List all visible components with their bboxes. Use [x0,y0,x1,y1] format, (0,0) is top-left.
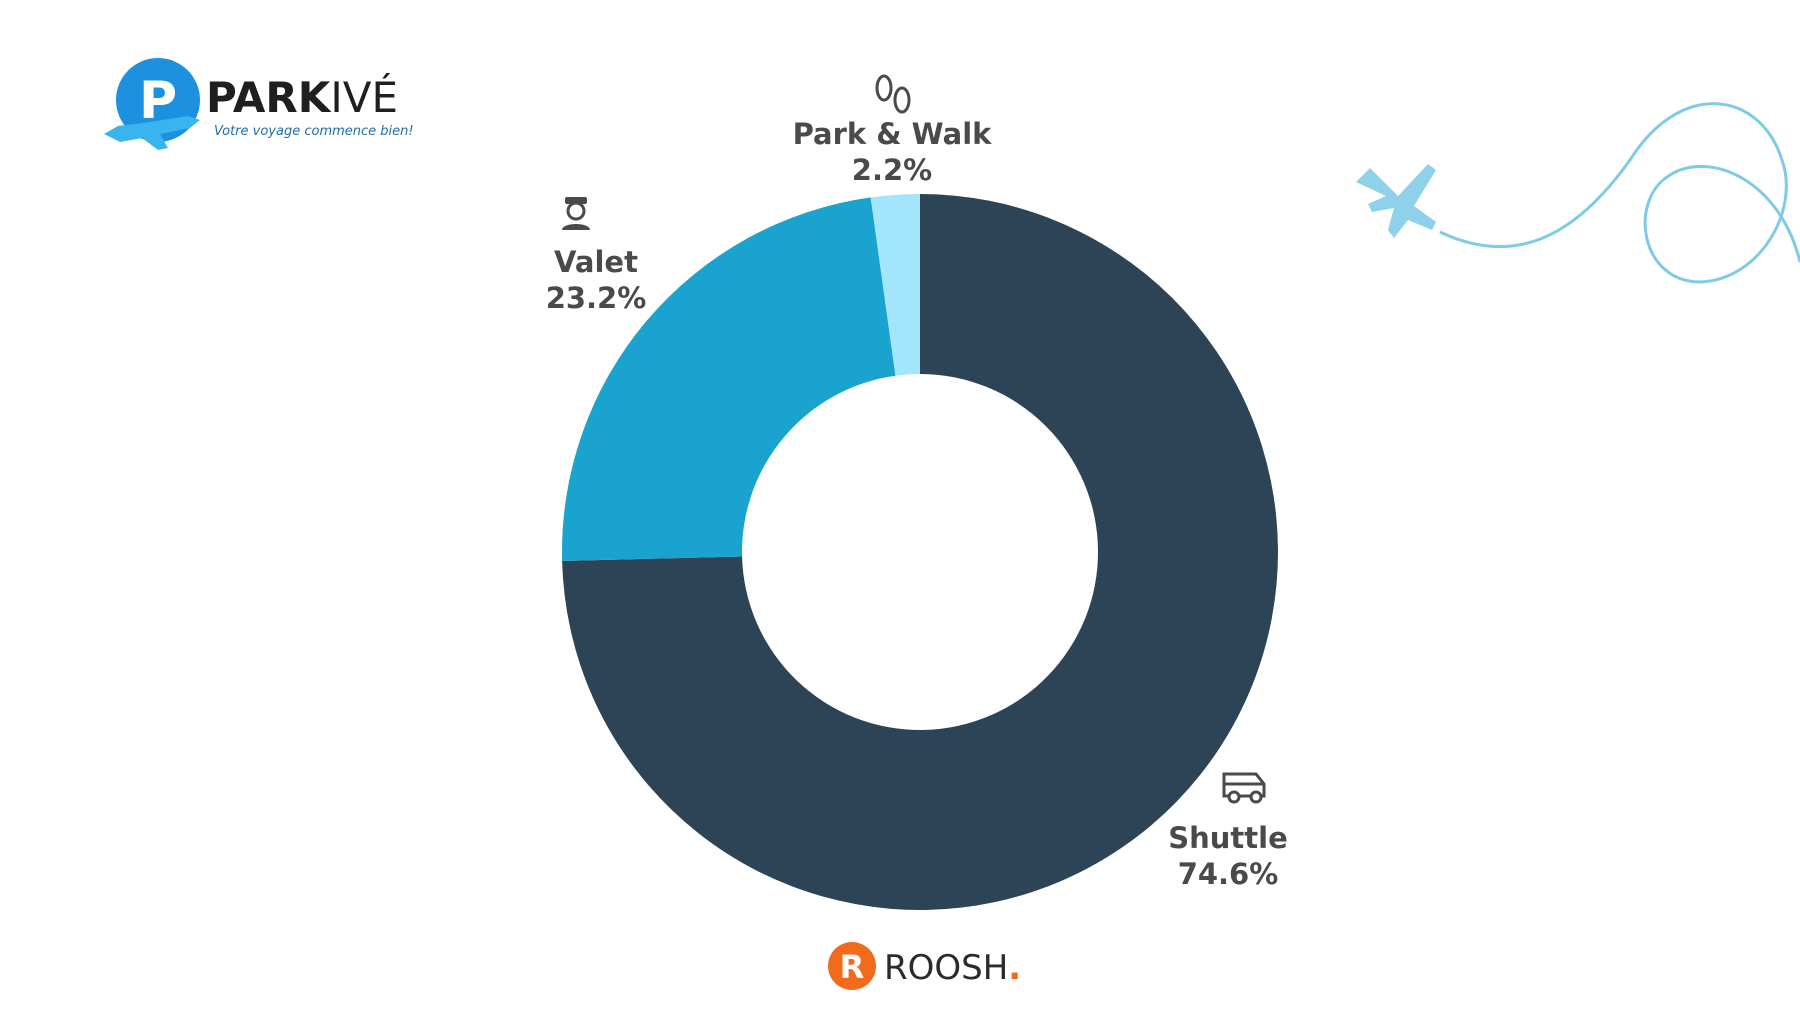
airplane-icon [1356,164,1436,238]
parkive-name-ive: IVÉ [330,72,398,122]
footprints-icon [875,74,911,114]
donut-slice-park-walk [870,194,920,376]
valet-body [562,224,590,230]
flight-path-trail [1439,102,1800,284]
donut-slice-valet [562,197,896,561]
valet-attendant-icon [562,197,590,230]
valet-cap [565,197,587,204]
footprint-right [893,86,911,114]
roosh-name-text: ROOSH [884,948,1008,988]
label-park-walk-pct: 2.2% [852,153,932,187]
van-wheel-back [1249,790,1263,804]
roosh-logo-circle [828,942,876,990]
roosh-logo: R ROOSH. [828,942,1021,990]
parkive-tagline: Votre voyage commence bien! [214,124,414,139]
footprint-left [875,74,893,102]
roosh-name-dot: . [1008,948,1021,988]
decor-plane-trail [1356,102,1800,284]
label-valet-pct: 23.2% [546,281,647,315]
roosh-name: ROOSH. [884,948,1021,988]
donut-chart [562,194,1278,910]
label-shuttle-pct: 74.6% [1178,857,1279,891]
parkive-name-park: PARK [206,73,332,122]
valet-head [566,201,586,221]
label-park-walk-name: Park & Walk [793,117,993,151]
donut-slice-shuttle [562,194,1278,910]
roosh-logo-letter: R [840,948,865,986]
parkive-logo: P PARKIVÉ Votre voyage commence bien! [104,58,414,150]
parkive-name: PARKIVÉ [206,72,398,122]
van-wheel-front [1227,790,1241,804]
shuttle-van-icon [1222,772,1266,804]
parkive-logo-plane-icon [104,116,200,150]
label-valet-name: Valet [554,245,638,279]
label-shuttle-name: Shuttle [1168,821,1288,855]
